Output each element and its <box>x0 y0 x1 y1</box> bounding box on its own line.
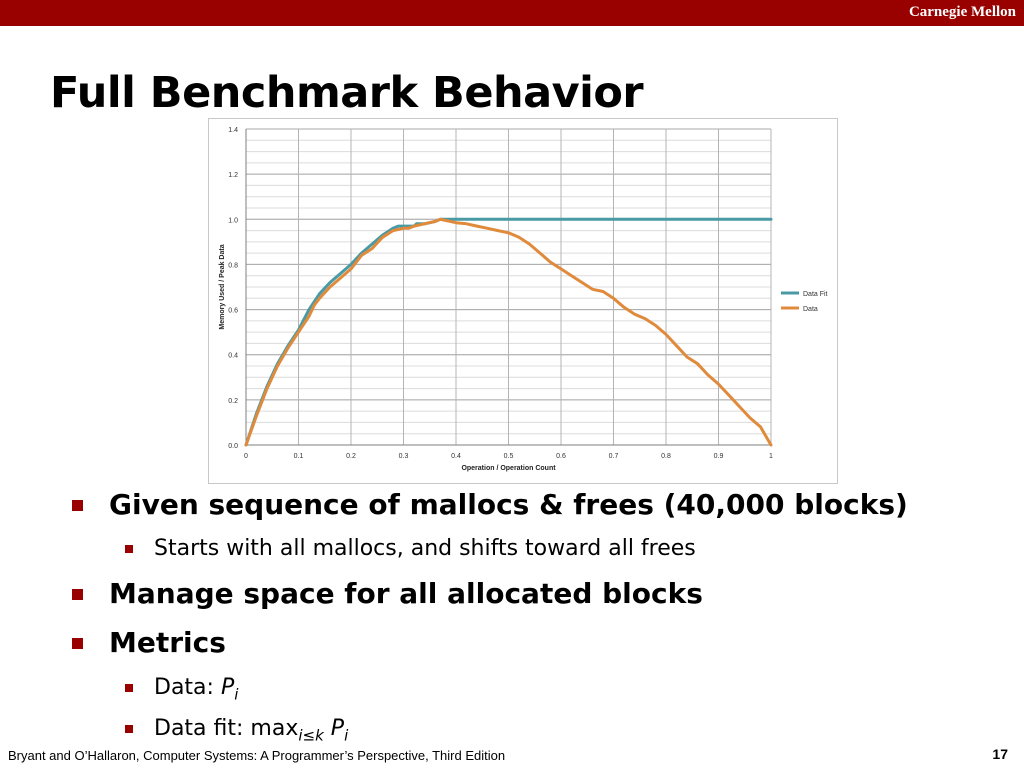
x-tick-label: 0.9 <box>714 453 724 460</box>
x-tick-label: 0.6 <box>556 453 566 460</box>
metric-label: Data fit: max <box>154 716 299 741</box>
y-tick-label: 0.2 <box>228 398 238 405</box>
y-tick-label: 1.4 <box>228 127 238 134</box>
metric-subscript: i <box>344 726 349 745</box>
x-tick-label: 0.1 <box>294 453 304 460</box>
bullet-text: Data fit: maxi≤k Pi <box>154 716 348 744</box>
bullet-square-icon <box>125 725 133 733</box>
bullet-text: Data: Pi <box>154 675 238 703</box>
series-line-data <box>244 217 773 447</box>
x-axis-label: Operation / Operation Count <box>461 465 556 472</box>
x-tick-label: 0.7 <box>609 453 619 460</box>
x-tick-label: 0.3 <box>399 453 409 460</box>
y-tick-label: 0.8 <box>228 262 238 269</box>
brand-text: Carnegie Mellon <box>908 4 1016 20</box>
legend-label: Data <box>803 306 818 313</box>
y-tick-label: 1.2 <box>228 172 238 179</box>
page-number: 17 <box>992 746 1008 762</box>
y-tick-label: 1.0 <box>228 217 238 224</box>
y-tick-label: 0.4 <box>228 353 238 360</box>
y-tick-label: 0.6 <box>228 308 238 315</box>
y-axis-label: Memory Used / Peak Data <box>219 244 226 329</box>
line-chart: 0.0 0.2 0.4 0.6 0.8 1.0 1.2 1.4 0 0.1 0.2 0.3 0.4 0.5… <box>219 127 828 472</box>
metric-subscript: i <box>234 685 239 704</box>
bullet-text: Metrics <box>109 626 226 659</box>
footer-citation: Bryant and O’Hallaron, Computer Systems:… <box>8 748 506 763</box>
bullet-text: Manage space for all allocated blocks <box>109 577 703 610</box>
x-tick-label: 1 <box>769 453 773 460</box>
bullet-text: Given sequence of mallocs & frees (40,00… <box>109 488 908 521</box>
legend-label: Data Fit <box>803 291 828 298</box>
x-tick-label: 0.5 <box>504 453 514 460</box>
x-tick-label: 0 <box>244 453 248 460</box>
chart-frame: 0.0 0.2 0.4 0.6 0.8 1.0 1.2 1.4 0 0.1 0.2 0.3 0.4 0.5… <box>208 118 838 484</box>
y-tick-label: 0.0 <box>228 443 238 450</box>
bullet-square-icon <box>72 500 83 511</box>
top-bar: Carnegie Mellon <box>0 0 1024 26</box>
x-tick-label: 0.4 <box>451 453 461 460</box>
bullet-square-icon <box>125 545 133 553</box>
bullet-square-icon <box>72 589 83 600</box>
bullet-square-icon <box>125 684 133 692</box>
bullet-text: Starts with all mallocs, and shifts towa… <box>154 536 696 561</box>
metric-variable: P <box>220 675 235 700</box>
max-subscript: i≤k <box>298 726 324 745</box>
slide-title: Full Benchmark Behavior <box>50 68 644 118</box>
metric-variable: P <box>330 716 345 741</box>
metric-label: Data: <box>154 675 221 700</box>
x-tick-label: 0.8 <box>661 453 671 460</box>
bullet-square-icon <box>72 638 83 649</box>
x-tick-label: 0.2 <box>346 453 356 460</box>
